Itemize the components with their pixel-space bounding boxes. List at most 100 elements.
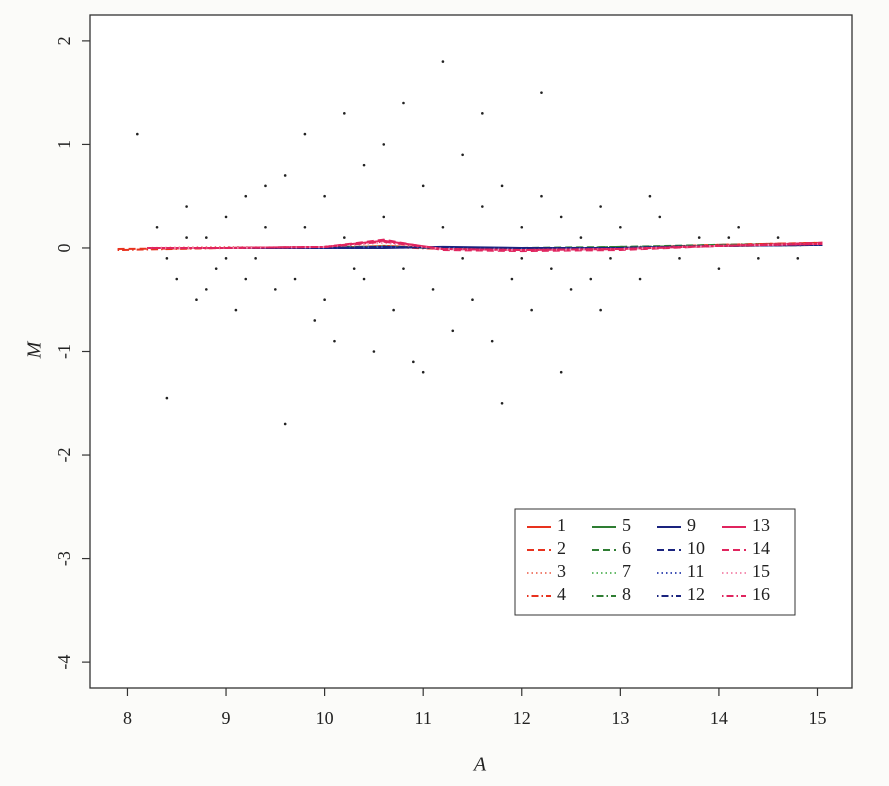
point [283, 422, 287, 426]
point [717, 267, 721, 270]
legend-label: 3 [557, 561, 566, 581]
point [313, 319, 317, 322]
point [727, 236, 731, 239]
point [658, 215, 662, 219]
point [559, 215, 563, 219]
legend-label: 5 [622, 515, 631, 535]
point [697, 236, 701, 239]
point [224, 257, 228, 260]
point [205, 288, 208, 291]
point [638, 277, 642, 281]
point [175, 277, 179, 281]
point [796, 257, 800, 260]
point [540, 194, 543, 198]
point [510, 277, 514, 281]
legend-label: 14 [752, 538, 770, 558]
point [737, 225, 740, 229]
point [205, 236, 208, 239]
point [757, 257, 760, 260]
curves [117, 238, 823, 253]
legend-label: 10 [687, 538, 705, 558]
point [589, 277, 593, 281]
point [530, 308, 533, 312]
point [264, 184, 267, 188]
point [678, 257, 681, 260]
point [352, 267, 356, 270]
y-tick-label: -1 [54, 344, 74, 359]
point [599, 205, 602, 208]
point [471, 298, 474, 302]
point [165, 257, 169, 260]
legend-label: 2 [557, 538, 566, 558]
point [402, 101, 405, 105]
legend-label: 6 [622, 538, 631, 558]
legend-label: 7 [622, 561, 631, 581]
point [343, 236, 346, 239]
point [490, 339, 494, 343]
y-axis-label: M [24, 340, 46, 359]
legend-label: 8 [622, 584, 631, 604]
point [559, 370, 563, 374]
x-axis-label: A [472, 754, 487, 776]
point [214, 267, 218, 270]
point [776, 236, 780, 239]
point [323, 194, 326, 198]
point [244, 194, 248, 198]
legend-label: 9 [687, 515, 696, 535]
point [481, 205, 484, 208]
point [431, 288, 435, 291]
point [569, 288, 573, 291]
point [550, 267, 553, 270]
point [234, 308, 238, 312]
legend-label: 4 [557, 584, 566, 604]
point [500, 184, 504, 188]
legend-label: 12 [687, 584, 705, 604]
point [274, 288, 277, 291]
x-tick-label: 11 [415, 708, 432, 728]
point [441, 60, 445, 63]
point [254, 257, 257, 260]
x-tick-label: 10 [316, 708, 334, 728]
point [323, 298, 326, 302]
point [224, 215, 228, 219]
point [461, 257, 464, 260]
point [155, 225, 159, 229]
point [343, 112, 346, 115]
point [441, 225, 445, 229]
point [421, 184, 425, 188]
legend-label: 16 [752, 584, 770, 604]
x-tick-label: 12 [513, 708, 531, 728]
point [481, 112, 484, 115]
y-tick-label: -2 [54, 448, 74, 463]
y-tick-label: 0 [54, 243, 74, 252]
point [382, 215, 386, 219]
point [333, 339, 336, 343]
point [293, 277, 297, 281]
point [283, 174, 287, 177]
point [303, 132, 307, 136]
legend-label: 11 [687, 561, 704, 581]
point [579, 236, 583, 239]
point [619, 225, 622, 229]
point [185, 236, 188, 239]
point [185, 205, 188, 208]
point [362, 277, 366, 281]
point [372, 350, 376, 353]
curve [147, 240, 823, 252]
x-tick-label: 9 [222, 708, 231, 728]
point [303, 225, 307, 229]
x-tick-label: 15 [808, 708, 826, 728]
point [500, 401, 504, 405]
point [382, 143, 386, 146]
point [264, 225, 267, 229]
point [165, 396, 169, 400]
point [136, 132, 139, 136]
point [520, 257, 524, 260]
point [648, 194, 652, 198]
point [599, 308, 602, 312]
point [421, 370, 425, 374]
legend-label: 1 [557, 515, 566, 535]
x-tick-label: 13 [611, 708, 629, 728]
